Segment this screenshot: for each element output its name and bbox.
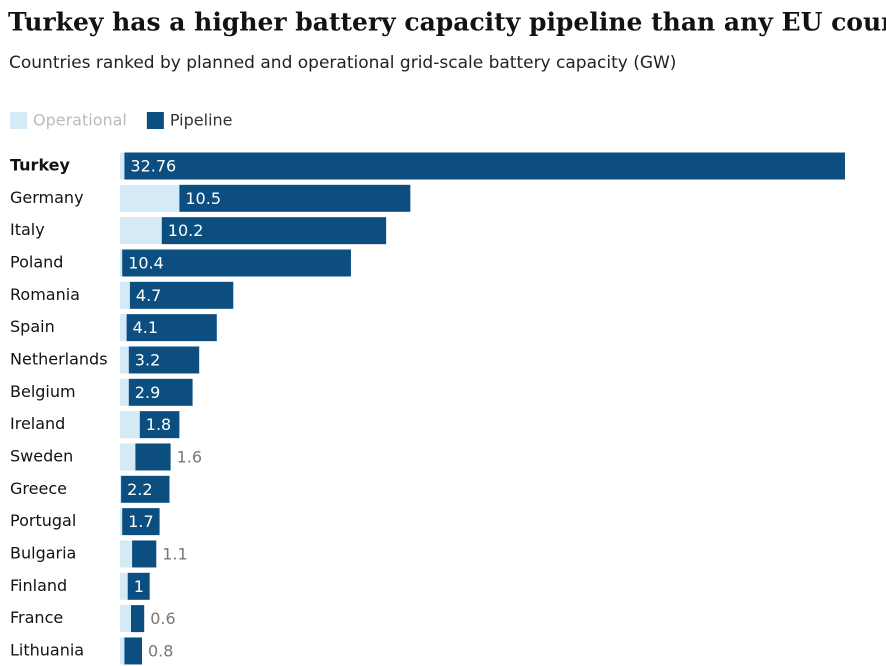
bar <box>128 378 193 406</box>
bar <box>132 540 157 568</box>
bar <box>120 411 140 439</box>
bar <box>121 475 170 503</box>
value-label: 2.2 <box>127 480 152 499</box>
bar <box>120 572 128 600</box>
value-label: 0.6 <box>150 609 175 628</box>
bar <box>130 605 145 633</box>
value-label: 10.5 <box>185 189 221 208</box>
bar <box>120 475 122 503</box>
category-label: Sweden <box>10 446 73 465</box>
bar <box>120 378 129 406</box>
bar <box>120 217 162 245</box>
bar <box>135 443 171 471</box>
bar <box>120 443 136 471</box>
legend-swatch <box>10 112 27 129</box>
category-label: Turkey <box>10 156 71 175</box>
bar <box>126 314 217 342</box>
value-label: 1.7 <box>128 512 153 531</box>
value-label: 4.1 <box>133 318 158 337</box>
bar <box>120 637 125 665</box>
bar <box>179 184 411 212</box>
value-label: 10.4 <box>128 253 164 272</box>
category-label: Netherlands <box>10 349 108 368</box>
bar <box>120 152 125 180</box>
value-label: 1.6 <box>177 447 202 466</box>
category-label: Romania <box>10 285 80 304</box>
bar <box>124 637 142 665</box>
bar <box>122 508 160 536</box>
bar <box>120 184 180 212</box>
value-label: 1.1 <box>162 544 187 563</box>
category-label: Greece <box>10 479 67 498</box>
bar <box>124 152 845 180</box>
chart-subtitle: Countries ranked by planned and operatio… <box>9 53 676 73</box>
chart-title: Turkey has a higher battery capacity pip… <box>8 8 886 37</box>
value-label: 4.7 <box>136 286 161 305</box>
bar <box>139 411 180 439</box>
legend-label: Operational <box>33 111 127 130</box>
category-label: France <box>10 608 63 627</box>
category-label: Italy <box>10 220 45 239</box>
category-label: Germany <box>10 188 84 207</box>
bar <box>120 540 133 568</box>
category-label: Belgium <box>10 382 76 401</box>
bar <box>120 605 131 633</box>
bar <box>120 281 130 309</box>
legend-swatch <box>146 112 164 129</box>
category-label: Portugal <box>10 511 76 530</box>
category-label: Spain <box>10 317 55 336</box>
value-label: 2.9 <box>135 383 160 402</box>
bar <box>120 346 129 374</box>
bar <box>120 508 123 536</box>
value-label: 32.76 <box>130 157 176 176</box>
category-label: Bulgaria <box>10 543 76 562</box>
value-label: 1 <box>134 577 144 596</box>
bar <box>128 346 200 374</box>
bar <box>120 314 127 342</box>
value-label: 0.8 <box>148 641 173 660</box>
category-label: Poland <box>10 252 63 271</box>
category-label: Finland <box>10 576 67 595</box>
value-label: 3.2 <box>135 350 160 369</box>
bar <box>122 249 351 277</box>
bar <box>127 572 150 600</box>
bar <box>129 281 234 309</box>
category-label: Lithuania <box>10 640 84 659</box>
bar <box>120 249 123 277</box>
category-label: Ireland <box>10 414 65 433</box>
legend-label: Pipeline <box>170 111 233 130</box>
bar <box>161 217 387 245</box>
value-label: 10.2 <box>168 221 204 240</box>
value-label: 1.8 <box>146 415 171 434</box>
